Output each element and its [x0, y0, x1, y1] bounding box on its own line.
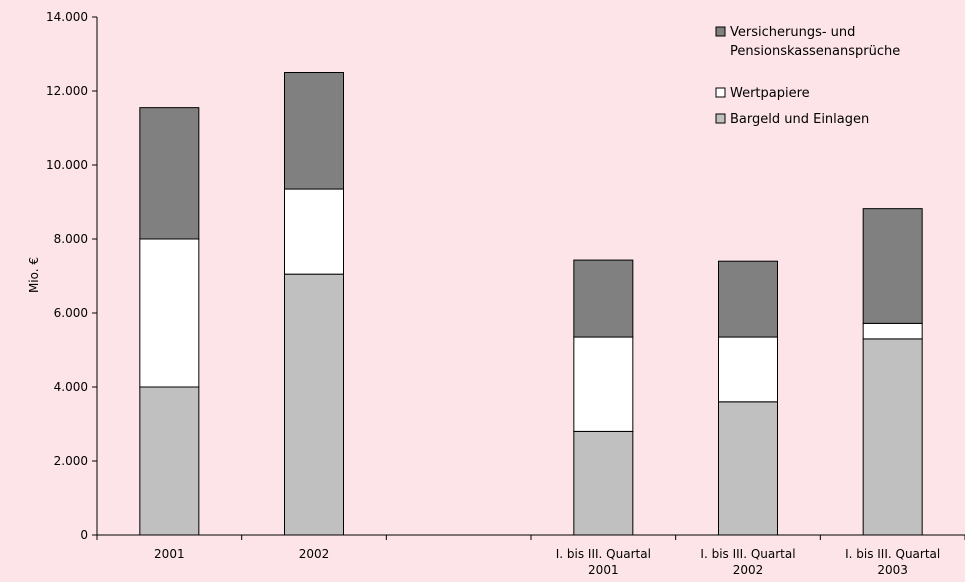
legend-swatch	[715, 113, 726, 124]
legend-label: Pensionskassenansprüche	[730, 44, 900, 59]
legend-label: Wertpapiere	[730, 86, 810, 101]
y-axis-title: Mio. €	[27, 257, 41, 293]
y-tick-label: 8.000	[54, 232, 88, 246]
bar-segment-3	[284, 72, 344, 190]
x-tick-label: I. bis III. Quartal	[556, 547, 651, 561]
bar-segment-3	[862, 208, 923, 324]
axes: 0 2.000 4.000 6.000 8.000 10.000 12.000 14.000 2…	[46, 10, 965, 577]
bar-segment-1	[862, 338, 923, 536]
bar-segment-3	[718, 260, 778, 338]
bar-segment-3	[573, 259, 634, 338]
legend: Versicherungs- und Pensionskassenansprüch…	[715, 25, 900, 127]
bar-segment-1	[718, 401, 778, 536]
bar-segment-1	[284, 273, 344, 536]
x-tick-label: I. bis III. Quartal	[845, 547, 940, 561]
legend-swatch	[715, 87, 726, 98]
bar-segment-2	[862, 322, 923, 340]
y-tick-label: 2.000	[54, 454, 88, 468]
y-tick-label: 12.000	[46, 84, 88, 98]
y-tick-label: 0	[80, 528, 88, 542]
y-tick-label: 4.000	[54, 380, 88, 394]
x-tick-label: 2003	[877, 563, 908, 577]
x-tick-label: I. bis III. Quartal	[700, 547, 795, 561]
bar-segment-3	[139, 107, 200, 240]
bar-segment-2	[573, 336, 634, 432]
legend-label: Bargeld und Einlagen	[730, 112, 869, 127]
x-tick-label: 2001	[588, 563, 619, 577]
legend-label: Versicherungs- und	[730, 25, 855, 40]
bar-segment-2	[139, 238, 200, 388]
y-tick-label: 14.000	[46, 10, 88, 24]
y-tick-label: 10.000	[46, 158, 88, 172]
bars	[139, 72, 923, 536]
bar-segment-2	[284, 188, 344, 275]
bar-segment-2	[718, 336, 778, 403]
bar-segment-1	[573, 430, 634, 536]
x-tick-label: 2002	[733, 563, 764, 577]
bar-segment-1	[139, 386, 200, 536]
x-tick-label: 2001	[154, 547, 185, 561]
x-tick-label: 2002	[299, 547, 330, 561]
legend-swatch	[715, 26, 726, 37]
y-tick-label: 6.000	[54, 306, 88, 320]
